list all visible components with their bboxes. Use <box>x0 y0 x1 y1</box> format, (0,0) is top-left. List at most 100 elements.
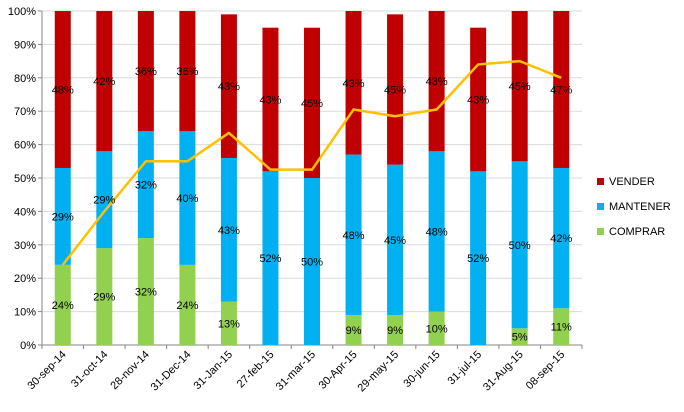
bar-mantener <box>54 167 71 265</box>
data-label-mantener: 50% <box>301 257 323 269</box>
data-label-mantener: 52% <box>467 253 489 265</box>
data-label-vender: 36% <box>135 66 157 78</box>
data-label-comprar: 32% <box>135 287 157 299</box>
data-label-comprar: 13% <box>218 318 240 330</box>
y-tick-label: 90% <box>14 39 36 51</box>
data-label-comprar: 9% <box>346 325 362 337</box>
data-label-comprar: 29% <box>93 292 115 304</box>
x-tick-label: 28-nov-14 <box>108 349 152 393</box>
bar-vender <box>137 11 154 132</box>
y-tick-label: 10% <box>14 307 36 319</box>
bar-mantener <box>387 164 404 315</box>
bars <box>54 11 570 345</box>
x-tick-label: 29-may-15 <box>356 349 402 395</box>
y-tick-label: 50% <box>14 173 36 185</box>
data-label-mantener: 48% <box>426 226 448 238</box>
x-tick-label: 31-jul-15 <box>446 349 485 388</box>
legend-swatch-vender <box>597 178 604 185</box>
data-label-mantener: 29% <box>93 195 115 207</box>
y-tick-label: 30% <box>14 240 36 252</box>
bar-mantener <box>511 161 528 329</box>
bar-comprar <box>220 301 237 345</box>
bar-comprar <box>179 264 196 345</box>
bar-mantener <box>220 157 237 302</box>
x-tick-label: 30-sep-14 <box>25 349 69 393</box>
data-label-vender: 43% <box>343 78 365 90</box>
bar-vender <box>220 14 237 158</box>
data-label-mantener: 42% <box>550 233 572 245</box>
bar-mantener <box>553 167 570 309</box>
y-tick-label: 70% <box>14 106 36 118</box>
trend-line <box>61 59 562 266</box>
data-label-vender: 43% <box>259 95 281 107</box>
trend-line-path <box>61 59 562 266</box>
data-label-mantener: 52% <box>259 253 281 265</box>
data-label-vender: 45% <box>509 81 531 93</box>
data-label-mantener: 29% <box>52 211 74 223</box>
data-label-mantener: 32% <box>135 180 157 192</box>
data-label-vender: 43% <box>218 81 240 93</box>
x-axis-ticks: 30-sep-14 31-oct-1428-nov-1431-Dec-1431-J… <box>25 349 567 395</box>
data-label-vender: 47% <box>550 84 572 96</box>
data-label-comprar: 10% <box>426 323 448 335</box>
bar-vender <box>179 11 196 132</box>
data-label-vender: 48% <box>52 84 74 96</box>
data-label-vender: 45% <box>384 84 406 96</box>
x-tick-label: 31-mar-15 <box>274 349 318 393</box>
bar-comprar <box>96 248 113 345</box>
bar-vender <box>304 27 320 179</box>
bar-vender <box>387 14 404 165</box>
legend-swatch-comprar <box>597 228 604 235</box>
bar-comprar <box>345 314 362 345</box>
data-label-mantener: 43% <box>218 225 240 237</box>
legend-swatch-mantener <box>597 203 604 210</box>
legend: VENDER MANTENER COMPRAR <box>597 176 671 238</box>
data-label-comprar: 24% <box>52 300 74 312</box>
data-label-comprar: 5% <box>512 332 528 344</box>
data-label-comprar: 9% <box>387 325 403 337</box>
data-labels: 24% 29% 48% 29% 29% 42% 32% 32% 36% 24% 40% 36% 13% 4… <box>52 66 573 344</box>
bar-comprar <box>428 311 445 345</box>
bar-mantener <box>304 178 320 345</box>
y-tick-label: 100% <box>8 6 36 18</box>
bar-mantener <box>96 151 113 249</box>
data-label-mantener: 48% <box>343 230 365 242</box>
bar-comprar <box>137 238 154 345</box>
bar-comprar <box>553 308 570 345</box>
bar-mantener <box>345 154 362 315</box>
data-label-vender: 43% <box>467 95 489 107</box>
data-label-vender: 45% <box>301 98 323 110</box>
data-label-comprar: 24% <box>176 300 198 312</box>
legend-label-vender: VENDER <box>609 176 655 188</box>
bar-vender <box>54 11 71 168</box>
x-tick-label: 31-Jan-15 <box>192 349 236 393</box>
x-tick-label: 27-feb-15 <box>235 349 277 391</box>
bar-vender <box>511 11 528 162</box>
bar-comprar <box>387 314 404 345</box>
legend-label-mantener: MANTENER <box>609 201 671 213</box>
legend-label-comprar: COMPRAR <box>609 226 665 238</box>
data-label-mantener: 45% <box>384 235 406 247</box>
bar-mantener <box>470 171 487 345</box>
y-tick-label: 20% <box>14 273 36 285</box>
y-tick-label: 40% <box>14 206 36 218</box>
bar-vender <box>262 27 279 172</box>
data-label-vender: 42% <box>93 76 115 88</box>
bar-mantener <box>428 151 445 312</box>
x-tick-label: 31-Aug-15 <box>481 349 526 394</box>
x-tick-label: 08-sep-15 <box>524 349 568 393</box>
data-label-comprar: 11% <box>551 322 572 334</box>
y-axis-ticks: 0% 10% 20% 30% 40% 50% 60% 70% 80% 90% 100% <box>8 6 36 352</box>
x-tick-label: 31-oct-14 <box>69 349 110 390</box>
y-tick-label: 80% <box>14 73 36 85</box>
bar-comprar <box>54 264 71 345</box>
y-tick-label: 60% <box>14 140 36 152</box>
bar-vender <box>553 11 570 168</box>
bar-vender <box>345 11 362 155</box>
bar-comprar <box>511 328 528 345</box>
x-tick-label: 30-Apr-15 <box>317 349 360 392</box>
bar-vender <box>428 11 445 152</box>
y-tick-label: 0% <box>20 340 36 352</box>
data-label-vender: 36% <box>176 66 198 78</box>
